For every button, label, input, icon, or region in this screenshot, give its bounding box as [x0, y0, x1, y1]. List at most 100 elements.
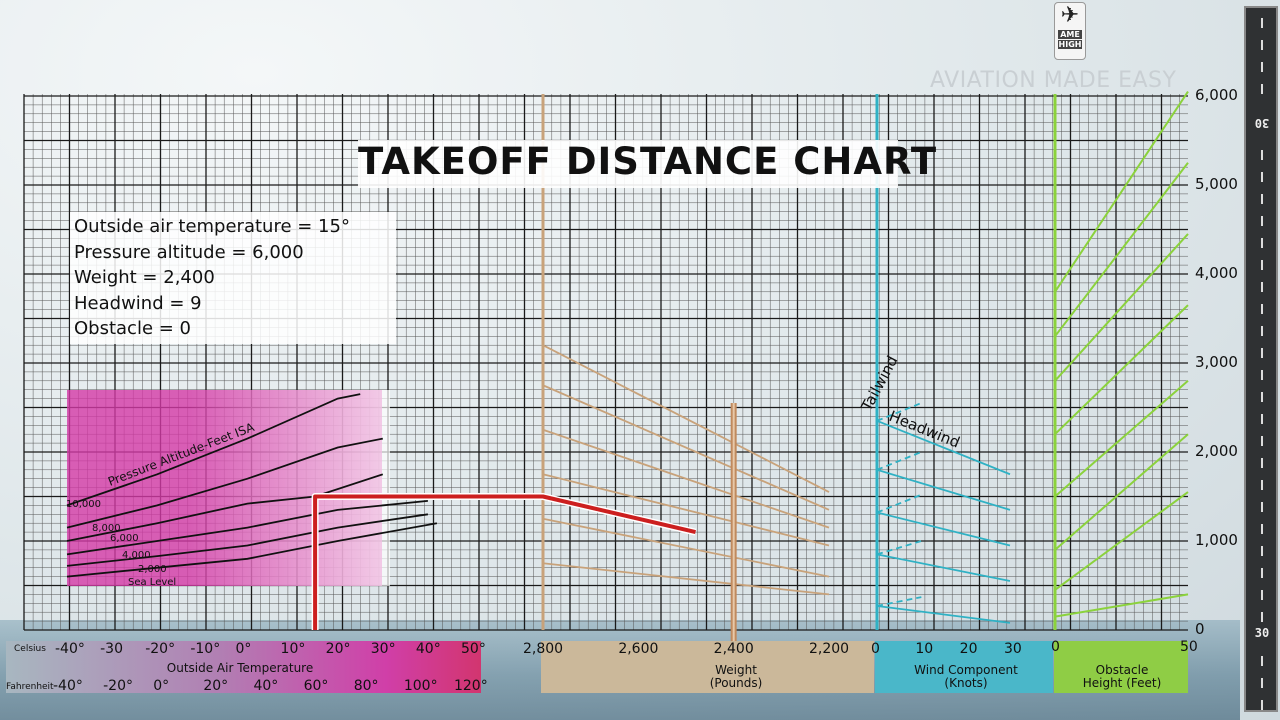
celsius-tick-label: -20°	[145, 641, 176, 657]
tailwind-guide-line	[876, 451, 922, 471]
fahrenheit-tick-label: 60°	[303, 678, 329, 694]
takeoff-distance-chart: 10,000 8,000 6,000 4,000 2,000 Sea Level…	[23, 90, 1189, 642]
weight-tick-label: 2,800	[523, 641, 564, 657]
obstacle-guide-line	[1054, 433, 1189, 551]
celsius-tick-label: 30°	[370, 641, 396, 657]
runway-centerline-dash	[1261, 480, 1263, 490]
runway-centerline-dash	[1261, 62, 1263, 72]
headwind-guide-line	[876, 553, 1011, 582]
weight-guide-lines	[542, 344, 830, 596]
tailwind-guide-line	[876, 596, 922, 607]
celsius-tick-label: 50°	[461, 641, 486, 657]
fahrenheit-tick-label: 120°	[453, 678, 488, 694]
runway-centerline-dash	[1261, 458, 1263, 468]
runway-centerline-dash	[1261, 194, 1263, 204]
runway-centerline-dash	[1261, 700, 1263, 710]
wind-tick-label: 10	[915, 641, 934, 657]
wind-axis-unit: (Knots)	[944, 676, 988, 690]
obstacle-axis-unit: Height (Feet)	[1082, 676, 1162, 690]
temperature-axis-title: Outside Air Temperature	[166, 661, 314, 675]
temperature-axis-band	[6, 641, 481, 693]
plane-icon: ✈	[1060, 3, 1080, 28]
y-tick-label: 4,000	[1195, 264, 1238, 282]
runway-centerline-dash	[1261, 84, 1263, 94]
wind-tick-label: 30	[1004, 641, 1022, 657]
celsius-tick-label: -30	[100, 641, 123, 657]
obstacle-guide-line	[1054, 90, 1189, 293]
runway-number-bottom: 30	[1254, 626, 1270, 640]
tailwind-guide-line	[876, 402, 922, 422]
fahrenheit-tick-label: 40°	[253, 678, 279, 694]
runway-centerline-dash	[1261, 568, 1263, 578]
y-tick-label: 2,000	[1195, 442, 1238, 460]
weight-guide-line	[542, 344, 830, 493]
headwind-guide-line	[876, 420, 1011, 476]
runway-centerline-dash	[1261, 502, 1263, 512]
y-tick-label: 6,000	[1195, 86, 1238, 104]
runway-centerline-dash	[1261, 40, 1263, 50]
runway-centerline-dash	[1261, 150, 1263, 160]
obstacle-guide-lines	[1054, 90, 1189, 618]
wind-tick-label: 20	[959, 641, 978, 657]
runway-centerline-dash	[1261, 282, 1263, 292]
weight-tick-label: 2,400	[713, 641, 754, 657]
y-tick-label: 0	[1195, 620, 1205, 638]
pressure-altitude-shade-fade	[190, 390, 390, 586]
runway-centerline-dash	[1261, 392, 1263, 402]
weight-axis-title: Weight	[715, 663, 757, 677]
tailwind-guide-line	[876, 540, 922, 556]
fahrenheit-tick-label: -40°	[53, 678, 83, 694]
celsius-tick-label: 20°	[325, 641, 351, 657]
wind-axis-title: Wind Component	[914, 663, 1018, 677]
y-tick-label: 5,000	[1195, 175, 1238, 193]
obstacle-guide-line	[1054, 491, 1189, 591]
headwind-guide-line	[876, 605, 1011, 624]
obstacle-tick-label: 50	[1180, 639, 1198, 655]
obstacle-guide-line	[1054, 162, 1189, 337]
wind-guide-lines	[876, 402, 1011, 624]
weight-guide-line	[542, 384, 830, 511]
runway-centerline-dash	[1261, 172, 1263, 182]
runway-centerline-dash	[1261, 656, 1263, 666]
weight-axis-unit: (Pounds)	[709, 676, 763, 690]
given-oat: Outside air temperature = 15°	[74, 216, 350, 237]
fahrenheit-tick-label: 20°	[203, 678, 229, 694]
tailwind-guide-line	[876, 493, 922, 514]
runway-centerline-dash	[1261, 18, 1263, 28]
weight-guide-line	[542, 562, 830, 596]
runway-centerline-dash	[1261, 612, 1263, 622]
weight-axis-band	[541, 641, 874, 693]
runway-centerline-dash	[1261, 216, 1263, 226]
celsius-label: Celsius	[14, 644, 46, 654]
pressure-altitude-curve	[66, 473, 384, 542]
wind-tick-label: 0	[871, 641, 880, 657]
curve-label-sea-level: Sea Level	[128, 577, 176, 588]
curve-label-10000: 10,000	[66, 499, 101, 510]
fahrenheit-tick-label: 80°	[353, 678, 379, 694]
headwind-guide-line	[876, 468, 1011, 511]
celsius-tick-label: -40°	[55, 641, 85, 657]
given-headwind: Headwind = 9	[74, 292, 202, 314]
y-tick-label: 3,000	[1195, 353, 1238, 371]
pressure-altitude-curve	[66, 513, 429, 567]
brand-logo: ✈ AME HIGH	[1054, 2, 1086, 60]
runway-centerline-dash	[1261, 348, 1263, 358]
brand-tagline: AVIATION MADE EASY	[930, 68, 1177, 93]
pressure-altitude-curve	[66, 393, 361, 507]
pressure-altitude-curve	[66, 500, 428, 556]
curve-label-4000: 4,000	[122, 550, 151, 561]
obstacle-guide-line	[1054, 304, 1189, 435]
fahrenheit-tick-label: 0°	[153, 678, 170, 694]
obstacle-tick-label: 0	[1051, 639, 1060, 655]
pressure-altitude-curve	[66, 522, 438, 578]
curve-label-6000: 6,000	[110, 533, 139, 544]
given-obstacle: Obstacle = 0	[74, 318, 192, 339]
runway-centerline-dash	[1261, 326, 1263, 336]
weight-guide-line	[542, 473, 830, 547]
logo-text-top: AME	[1058, 30, 1082, 39]
runway-centerline-dash	[1261, 678, 1263, 688]
given-weight: Weight = 2,400	[74, 267, 215, 288]
pressure-altitude-curve	[66, 437, 383, 529]
wind-axis-band	[875, 641, 1053, 693]
